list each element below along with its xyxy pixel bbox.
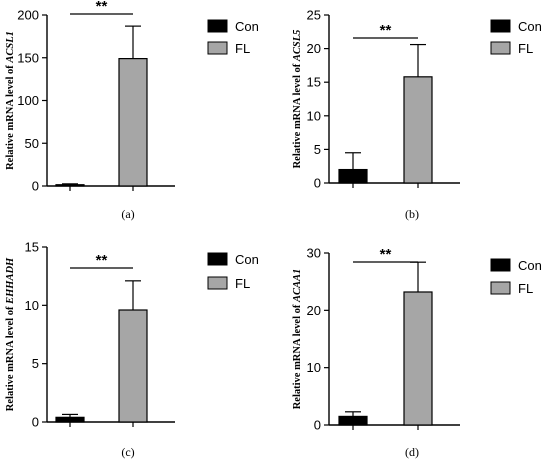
y-tick-label: 5 bbox=[314, 142, 321, 157]
bar-con bbox=[55, 416, 85, 423]
bar-fl bbox=[403, 76, 433, 184]
y-axis-label: Relative mRNA level of ACAA1 bbox=[292, 269, 303, 410]
y-axis-label-prefix: Relative mRNA level of bbox=[292, 61, 303, 168]
significance-label: ** bbox=[380, 22, 392, 39]
legend-swatch-con bbox=[490, 19, 511, 33]
y-tick-label: 10 bbox=[25, 298, 39, 313]
legend-label-con: Con bbox=[518, 258, 542, 273]
y-tick-label: 0 bbox=[314, 176, 321, 191]
bar-fl bbox=[118, 309, 148, 423]
legend-label-con: Con bbox=[235, 252, 259, 267]
y-tick-label: 20 bbox=[307, 303, 321, 318]
y-tick-label: 15 bbox=[25, 240, 39, 255]
legend-swatch-con bbox=[490, 258, 511, 272]
bar-con bbox=[55, 184, 85, 187]
y-axis-label-gene: ACSL1 bbox=[5, 31, 16, 64]
legend-label-fl: FL bbox=[235, 41, 250, 56]
y-axis-label: Relative mRNA level of ACSL1 bbox=[5, 31, 16, 170]
chart-panel-3: 0 5 10 15 ** Relative mRNA level of EHHADH Con… bbox=[5, 240, 259, 460]
panel-label: (d) bbox=[405, 445, 419, 459]
legend-label-con: Con bbox=[518, 19, 542, 34]
legend-label-con: Con bbox=[235, 19, 259, 34]
y-tick-label: 0 bbox=[314, 418, 321, 433]
legend-swatch-fl bbox=[207, 41, 228, 55]
legend-swatch-fl bbox=[490, 281, 511, 295]
legend-label-fl: FL bbox=[518, 281, 533, 296]
y-tick-label: 200 bbox=[17, 8, 39, 23]
y-tick-label: 0 bbox=[32, 179, 39, 194]
y-axis-label-prefix: Relative mRNA level of bbox=[5, 63, 16, 170]
significance-label: ** bbox=[96, 0, 108, 15]
chart-panel-4: 0 10 20 30 ** Relative mRNA level of ACAA1 Con… bbox=[292, 246, 542, 460]
legend-label-fl: FL bbox=[518, 41, 533, 56]
legend-swatch-fl bbox=[490, 41, 511, 55]
bar-con bbox=[338, 168, 368, 184]
significance-label: ** bbox=[96, 252, 108, 269]
y-axis-label-prefix: Relative mRNA level of bbox=[5, 304, 16, 411]
y-axis-label: Relative mRNA level of ACSL5 bbox=[292, 30, 303, 169]
bar-con bbox=[338, 415, 368, 426]
y-tick-label: 10 bbox=[307, 360, 321, 375]
y-tick-label: 10 bbox=[307, 108, 321, 123]
y-tick-label: 20 bbox=[307, 41, 321, 56]
chart-panel-1: 0 50 100 150 200 ** Relative mRNA level of ACS… bbox=[5, 0, 259, 221]
y-tick-label: 0 bbox=[32, 415, 39, 430]
y-axis-label-gene: EHHADH bbox=[5, 257, 16, 305]
y-tick-label: 30 bbox=[307, 246, 321, 261]
y-tick-label: 25 bbox=[307, 8, 321, 23]
panel-label: (b) bbox=[405, 207, 419, 221]
bar-fl bbox=[118, 58, 148, 187]
y-axis-label: Relative mRNA level of EHHADH bbox=[5, 257, 16, 411]
y-tick-label: 50 bbox=[25, 136, 39, 151]
legend-label-fl: FL bbox=[235, 276, 250, 291]
y-tick-label: 100 bbox=[17, 93, 39, 108]
legend-swatch-con bbox=[207, 252, 228, 266]
panel-label: (c) bbox=[121, 445, 134, 459]
legend-swatch-fl bbox=[207, 276, 228, 290]
bar-fl bbox=[403, 291, 433, 426]
chart-panel-2: 0 5 10 15 20 25 ** Relative mRNA level of ACSL5… bbox=[292, 8, 542, 222]
significance-label: ** bbox=[380, 246, 392, 263]
panel-label: (a) bbox=[121, 207, 134, 221]
y-tick-label: 5 bbox=[32, 356, 39, 371]
y-axis-label-prefix: Relative mRNA level of bbox=[292, 302, 303, 409]
y-tick-label: 15 bbox=[307, 75, 321, 90]
legend-swatch-con bbox=[207, 19, 228, 33]
y-axis-label-gene: ACAA1 bbox=[292, 269, 303, 303]
y-axis-label-gene: ACSL5 bbox=[292, 30, 303, 63]
y-tick-label: 150 bbox=[17, 50, 39, 65]
